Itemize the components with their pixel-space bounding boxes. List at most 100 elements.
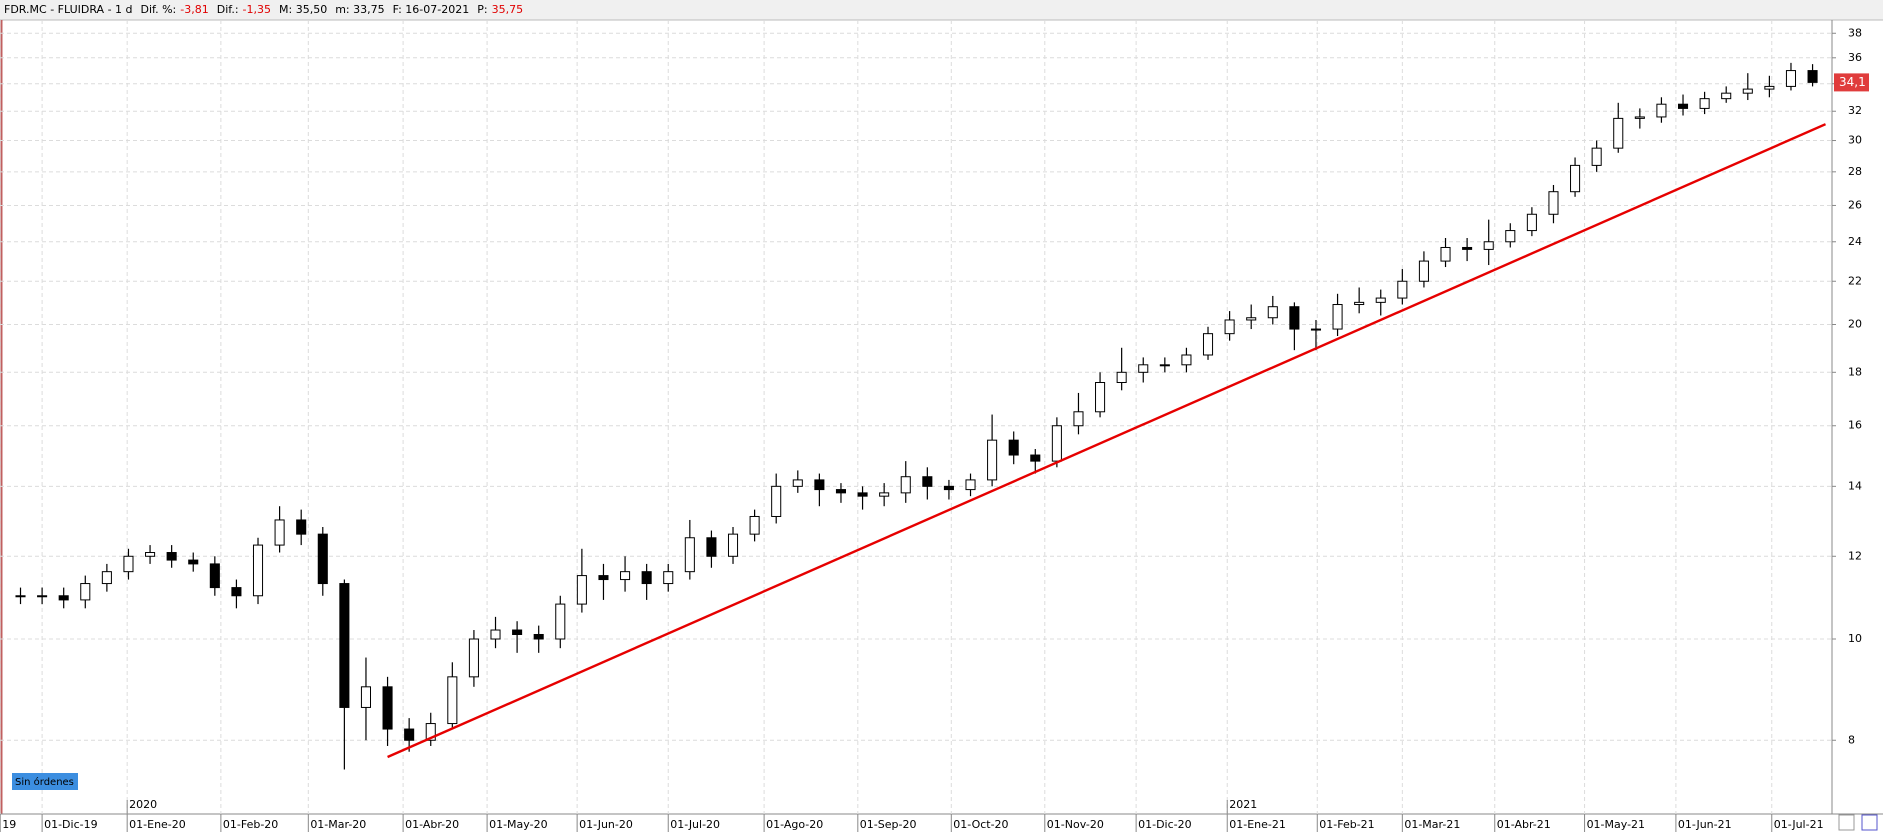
candle-body [598,575,609,581]
candle-body [296,519,307,535]
candle-body [1375,297,1386,303]
candle-body [58,595,69,601]
y-tick-label: 28 [1848,165,1862,178]
y-tick-label: 24 [1848,235,1862,248]
candle-body [1138,364,1149,373]
candle-body [1548,191,1559,215]
candle-body [274,519,285,546]
x-tick-label: 01-Ene-20 [129,818,186,831]
x-tick-label: 01-Ene-21 [1229,818,1286,831]
y-tick-label: 36 [1848,51,1862,64]
corner-icon[interactable] [1838,814,1855,831]
candle-body [1785,70,1797,87]
candle-body [1742,88,1753,94]
y-tick-label: 14 [1848,479,1862,492]
candle-body [468,638,479,678]
x-tick-label: 01-Oct-20 [953,818,1008,831]
candle-body [1807,70,1818,83]
y-tick-label: 30 [1848,134,1862,147]
candle-body [1570,164,1581,193]
info-label: m: 33,75 [335,3,384,16]
candle-body [749,515,760,535]
candle-body [1483,241,1494,250]
candle-body [1051,425,1062,462]
corner-icon[interactable] [1861,814,1878,831]
x-tick-label: 01-Jun-21 [1678,818,1732,831]
x-tick-label: 01-Jul-21 [1774,818,1824,831]
x-tick-label: 01-Abr-20 [405,818,459,831]
last-price-tag [1834,73,1869,92]
candle-body [620,571,631,581]
candle-body [1246,317,1257,321]
x-tick-label: 01-May-20 [489,818,547,831]
candle-body [252,544,264,597]
candle-body [1677,103,1689,109]
candle-body [382,686,393,730]
candle-body [1699,98,1710,109]
candle-body [1202,333,1214,356]
info-label: FDR.MC - FLUIDRA - 1 d [4,3,133,16]
info-value: 35,75 [492,3,524,16]
candle-body [533,633,544,640]
y-tick-label: 32 [1848,104,1862,117]
candle-body [1116,371,1127,384]
x-tick-label: 01-Abr-21 [1497,818,1551,831]
candle-body [1267,306,1278,319]
candle-body [1440,246,1451,262]
candle-body [490,629,501,640]
y-tick-label: 8 [1848,733,1855,746]
candle-body [1526,213,1537,232]
candle-body [943,485,954,491]
x-tick-label: 01-Jun-20 [579,818,633,831]
info-text: FDR.MC - FLUIDRA - 1 d Dif. %: -3,81 Dif.: -… [4,3,523,16]
orders-button[interactable] [12,773,78,790]
candle-body [1764,85,1775,90]
year-label: 2021 [1229,798,1257,811]
candle-body [1591,147,1602,166]
candle-body [1462,246,1473,250]
x-tick-label: 01-Nov-20 [1047,818,1104,831]
info-label: Dif.: [217,3,239,16]
candle-body [15,595,26,598]
candle-body [684,537,695,573]
info-bar [0,0,1883,20]
candle-body [576,575,587,605]
candle-body [80,583,91,601]
x-tick-label: 01-Feb-21 [1319,818,1374,831]
candle-body [1181,354,1192,366]
candle-body [1721,92,1732,100]
y-tick-label: 26 [1848,198,1862,211]
candle-body [663,571,674,585]
candle-body [1656,103,1667,118]
orders-button-label[interactable]: Sin órdenes [15,776,74,788]
candle-body [987,439,998,481]
candle-body [512,629,523,635]
candle-body [1634,116,1645,119]
candle-body [965,479,976,491]
candle-body [101,571,112,585]
x-tick-label: 01-Dic-20 [1138,818,1192,831]
year-label: 2020 [129,798,157,811]
candle-body [1397,280,1408,299]
y-tick-label: 38 [1848,26,1862,39]
info-label: F: 16-07-2021 [393,3,470,16]
y-tick-label: 20 [1848,317,1862,330]
candle-body [1418,260,1429,282]
y-tick-label: 12 [1848,549,1862,562]
info-label: M: 35,50 [279,3,327,16]
candle-body [360,686,372,708]
candle-body [1310,328,1322,331]
y-tick-label: 10 [1848,632,1862,645]
candle-body [1159,364,1170,367]
candle-body [706,537,717,557]
y-tick-label: 22 [1848,274,1862,287]
candle-body [835,489,847,494]
info-label: P: [477,3,487,16]
candle-body [727,533,739,557]
last-price-label: 34,1 [1839,75,1866,89]
candle-body [1030,454,1041,462]
candle-body [879,492,890,497]
candle-body [317,533,328,585]
